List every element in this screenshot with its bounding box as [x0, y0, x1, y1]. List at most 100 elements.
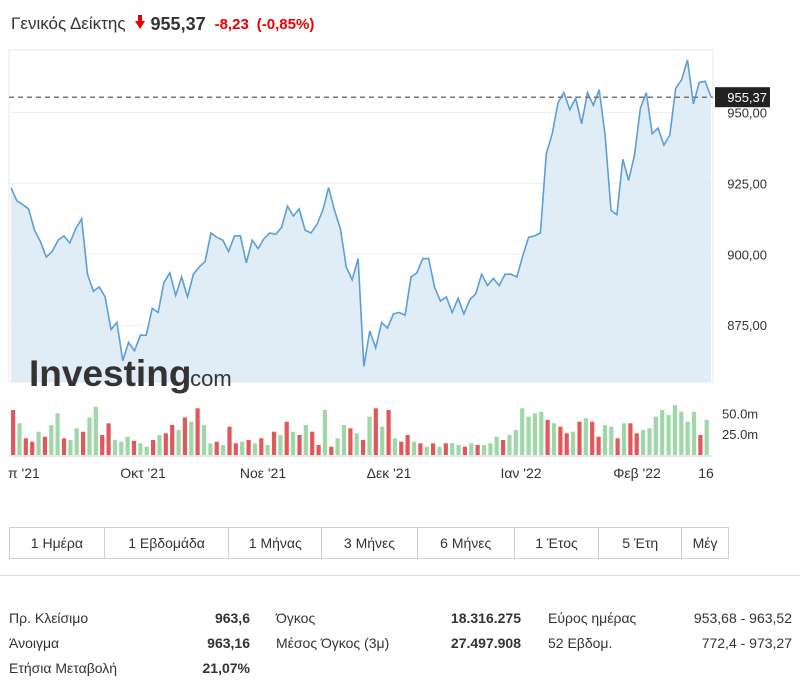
volume-bar	[558, 426, 563, 455]
stat-row: Μέσος Όγκος (3μ) 27.497.908	[276, 631, 521, 655]
x-axis: π '21 Οκτ '21 Νοε '21 Δεκ '21 Ιαν '22 Φεβ '22…	[8, 465, 714, 481]
stat-value: 18.316.275	[450, 610, 521, 626]
volume-bar	[380, 426, 385, 455]
volume-bar	[93, 406, 98, 455]
volume-bar	[36, 431, 41, 455]
stat-label: 52 Εβδομ.	[548, 635, 613, 651]
stats-divider	[0, 575, 800, 576]
volume-bar	[647, 428, 652, 455]
volume-bar	[443, 443, 448, 455]
volume-bar	[55, 413, 60, 455]
volume-bar	[316, 445, 321, 455]
volume-bar	[615, 438, 620, 455]
volume-bar	[81, 431, 86, 455]
volume-bar	[704, 420, 709, 455]
volume-tick-label: 25.0m	[722, 427, 758, 442]
volume-bar	[74, 428, 79, 455]
stat-row: 52 Εβδομ. 772,4 - 973,27	[548, 631, 792, 655]
stat-value: 953,68 - 963,52	[693, 610, 792, 626]
volume-bar	[233, 443, 238, 455]
volume-bar	[679, 411, 684, 455]
y-tick-label: 950,00	[727, 105, 767, 120]
quote-header: Γενικός Δείκτης 955,37 -8,23 (-0,85%)	[11, 12, 322, 36]
volume-bar	[265, 445, 270, 455]
volume-bar	[424, 446, 429, 455]
volume-bar	[208, 443, 213, 455]
volume-bar	[520, 408, 525, 455]
volume-bar	[131, 440, 137, 455]
investing-watermark: Investing .com	[29, 353, 232, 394]
x-tick-label: 16	[698, 465, 714, 481]
volume-bar	[49, 425, 54, 455]
volume-bar	[405, 435, 410, 455]
x-tick-label: Ιαν '22	[500, 465, 541, 481]
volume-bar	[221, 445, 226, 455]
x-tick-label: Φεβ '22	[613, 465, 661, 481]
volume-bar	[170, 425, 175, 455]
volume-bar	[399, 441, 404, 455]
volume-bar	[341, 425, 347, 455]
stat-value: 963,16	[207, 635, 250, 651]
volume-bar	[666, 415, 671, 455]
range-tab[interactable]: 3 Μήνες	[322, 528, 418, 558]
range-tab[interactable]: 1 Έτος	[515, 528, 600, 558]
volume-bar	[42, 436, 47, 455]
volume-bar	[672, 405, 677, 455]
range-tab[interactable]: 1 Μήνας	[229, 528, 323, 558]
volume-bar	[259, 438, 264, 455]
volume-bar	[456, 445, 461, 455]
volume-tick-label: 50.0m	[722, 406, 758, 421]
volume-bar	[189, 421, 194, 455]
price-change-percent: (-0,85%)	[256, 15, 315, 33]
volume-bar	[354, 433, 359, 455]
stat-row: Άνοιγμα 963,16	[9, 631, 250, 655]
volume-bar	[373, 408, 378, 455]
time-range-tabs: 1 Ημέρα 1 Εβδομάδα 1 Μήνας 3 Μήνες 6 Μήνες 1 …	[9, 527, 729, 559]
stat-row: Πρ. Κλείσιμο 963,6	[9, 606, 250, 630]
range-tab[interactable]: Μέγ	[692, 535, 718, 551]
price-line	[10, 59, 712, 367]
index-name: Γενικός Δείκτης	[11, 14, 126, 33]
volume-bar	[481, 445, 487, 455]
volume-bar	[602, 425, 607, 455]
volume-axis: 50.0m 25.0m	[722, 406, 758, 442]
volume-bar	[163, 433, 168, 455]
volume-bar	[335, 438, 340, 455]
volume-bar	[151, 440, 156, 455]
volume-bar	[125, 436, 130, 455]
stat-label: Ετήσια Μεταβολή	[9, 660, 118, 676]
stat-row: Ετήσια Μεταβολή 21,07%	[9, 656, 250, 680]
volume-bar	[252, 443, 257, 455]
volume-bar	[437, 446, 442, 455]
volume-bar	[144, 446, 149, 455]
volume-bar	[539, 411, 544, 455]
stat-value: 21,07%	[202, 660, 250, 676]
price-change: -8,23	[214, 15, 249, 33]
volume-bar	[532, 413, 537, 455]
range-tab[interactable]: 1 Εβδομάδα	[105, 528, 230, 558]
volume-bar	[571, 431, 576, 455]
price-area-fill	[11, 59, 711, 383]
volume-bar	[310, 431, 315, 455]
watermark-suffix: .com	[184, 366, 232, 391]
volume-bar	[507, 435, 512, 455]
volume-bar	[201, 425, 207, 455]
volume-bar	[303, 425, 308, 455]
volume-bar	[494, 436, 499, 455]
volume-bar	[469, 443, 474, 455]
stat-label: Άνοιγμα	[9, 635, 60, 651]
last-price: 955,37	[150, 13, 206, 34]
y-tick-label: 875,00	[727, 318, 767, 333]
volume-bar	[176, 430, 181, 455]
range-tab[interactable]: 6 Μήνες	[418, 528, 515, 558]
volume-bar	[329, 446, 334, 455]
range-tab[interactable]: 5 Έτη	[599, 528, 683, 558]
price-chart[interactable]: 950,00 925,00 900,00 875,00 955,37 Investin…	[0, 0, 800, 490]
down-arrow-icon	[134, 15, 145, 29]
volume-bar	[698, 435, 703, 455]
range-tab[interactable]: 1 Ημέρα	[10, 528, 105, 558]
volume-bar	[240, 441, 245, 455]
volume-bar	[30, 441, 35, 455]
volume-bar	[386, 410, 391, 455]
stat-label: Εύρος ημέρας	[548, 610, 637, 626]
